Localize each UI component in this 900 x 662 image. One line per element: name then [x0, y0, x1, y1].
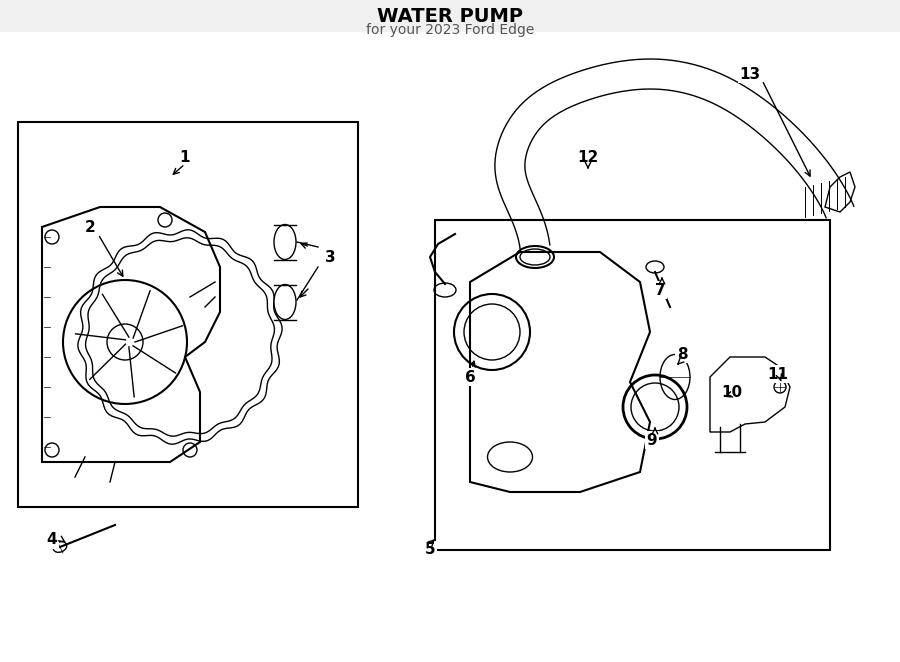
- Bar: [0, 0, 900, 32]
- Text: 7: 7: [654, 283, 665, 297]
- Text: 5: 5: [425, 542, 436, 557]
- Text: 2: 2: [85, 220, 95, 234]
- Ellipse shape: [53, 542, 67, 552]
- Text: 4: 4: [47, 532, 58, 547]
- Bar: [18, 122, 358, 507]
- Ellipse shape: [274, 285, 296, 320]
- Text: WATER PUMP: WATER PUMP: [377, 7, 523, 26]
- Text: 8: 8: [677, 346, 688, 361]
- Text: 1: 1: [180, 150, 190, 164]
- Text: 13: 13: [740, 66, 760, 81]
- Text: 6: 6: [464, 369, 475, 385]
- Text: 10: 10: [722, 385, 742, 399]
- Text: 9: 9: [647, 432, 657, 448]
- Ellipse shape: [646, 261, 664, 273]
- Text: 11: 11: [768, 367, 788, 381]
- Ellipse shape: [274, 224, 296, 260]
- Text: 3: 3: [325, 250, 336, 265]
- Text: 12: 12: [578, 150, 599, 164]
- Bar: [435, 220, 830, 550]
- Text: for your 2023 Ford Edge: for your 2023 Ford Edge: [365, 23, 535, 37]
